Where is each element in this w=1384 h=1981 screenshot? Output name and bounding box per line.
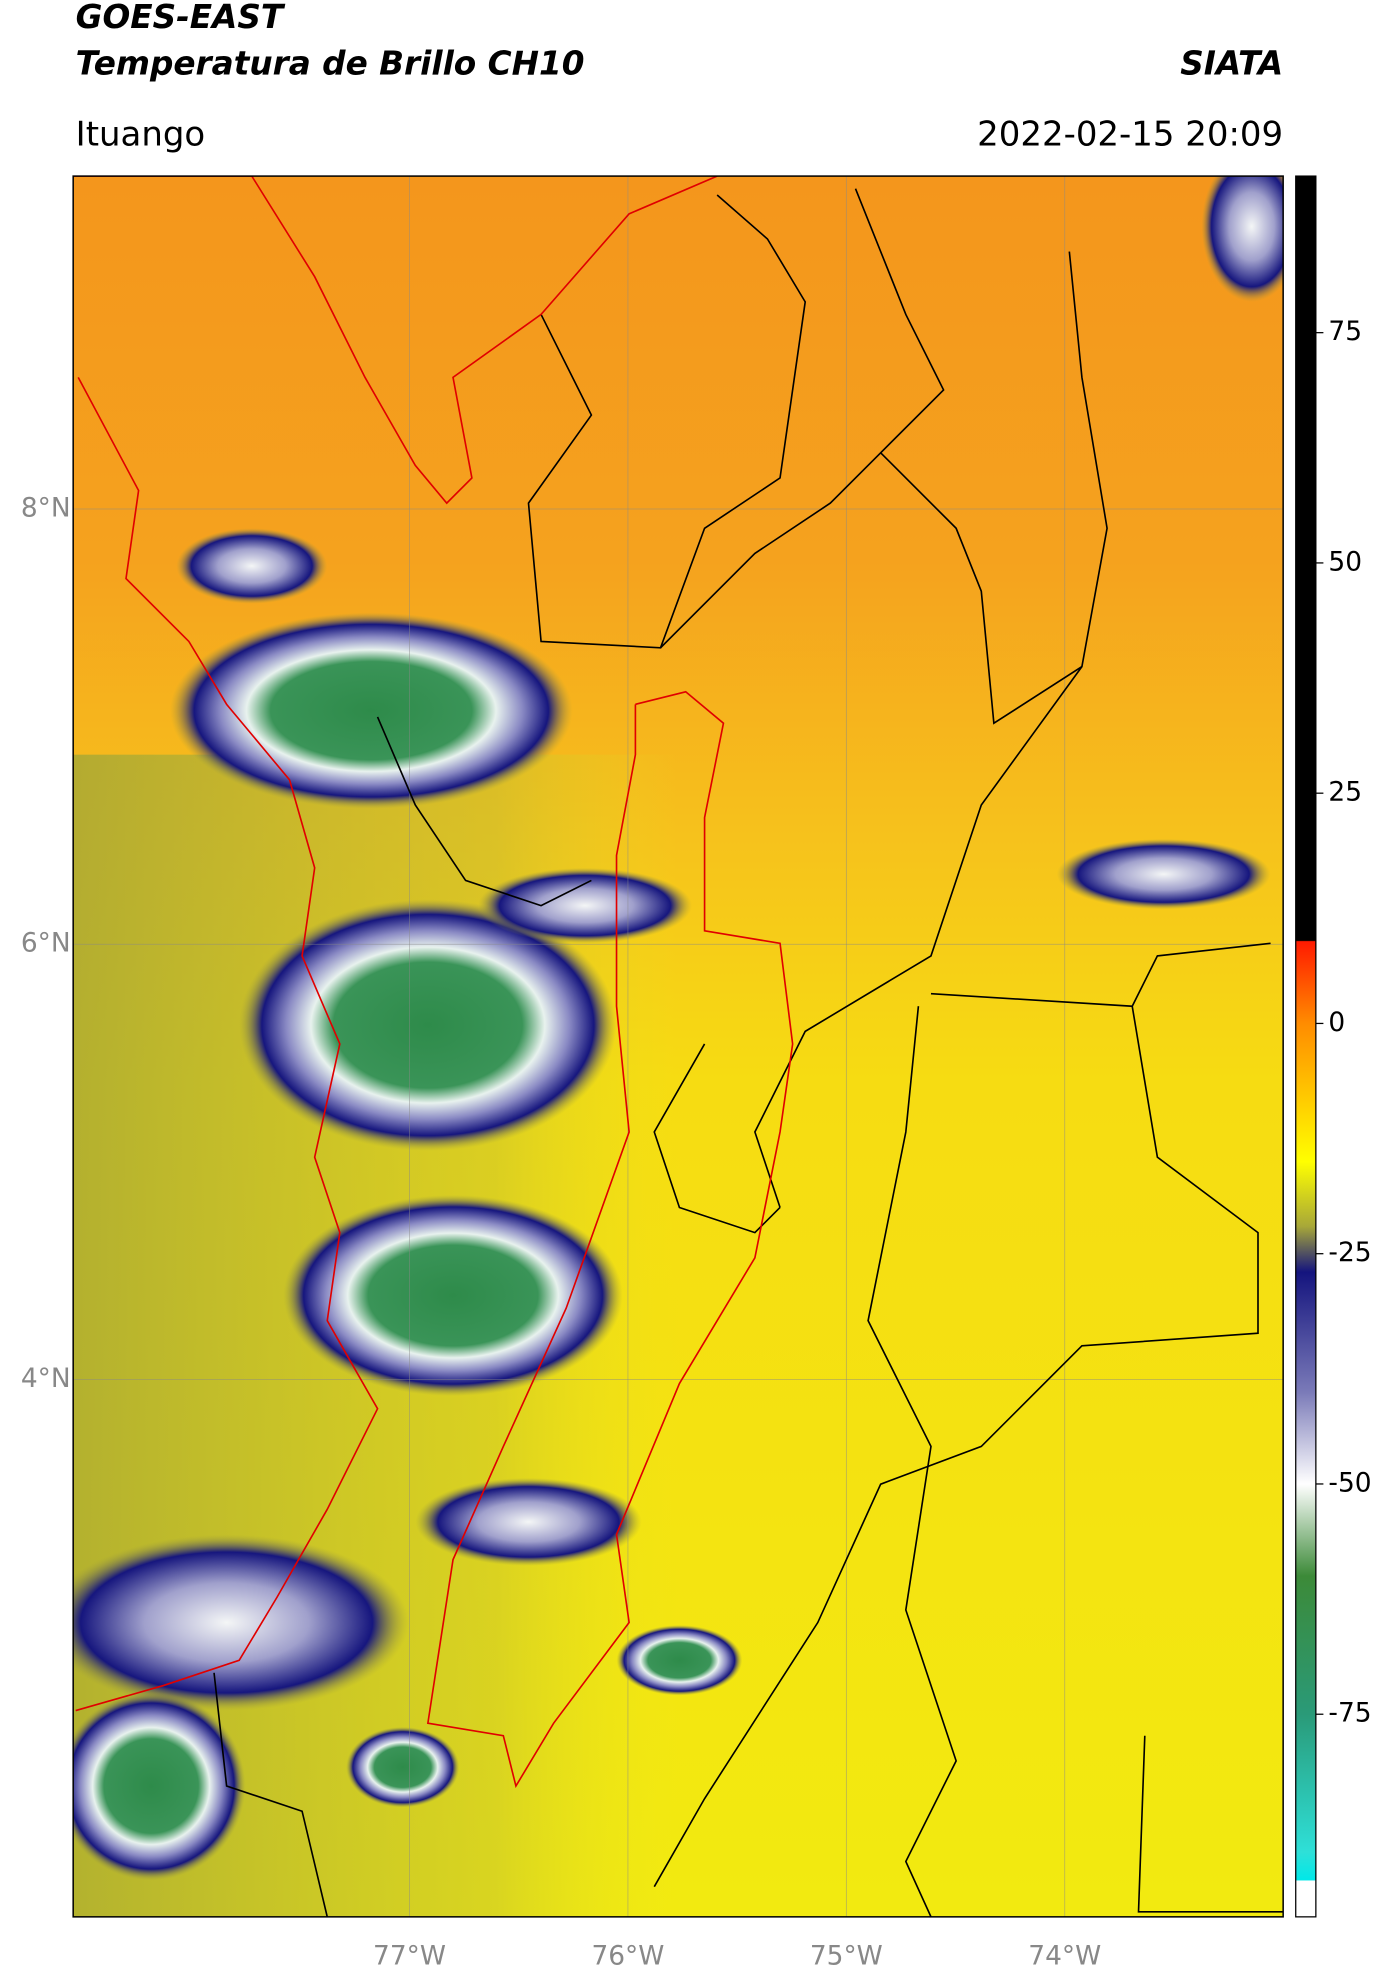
cloud xyxy=(73,1534,409,1711)
lon-label: 75°W xyxy=(810,1941,883,1972)
lat-label: 4°N xyxy=(21,1363,71,1394)
border xyxy=(653,1006,1259,1888)
border xyxy=(1137,1735,1284,1913)
borders xyxy=(213,188,1284,1917)
border xyxy=(930,942,1271,1008)
datetime: 2022-02-15 20:09 xyxy=(977,114,1283,154)
map-frame xyxy=(72,175,1284,1918)
coastline xyxy=(73,176,718,505)
border xyxy=(754,666,1083,1208)
lon-label: 76°W xyxy=(591,1941,664,1972)
coast-and-limits xyxy=(73,176,794,1789)
lat-label: 6°N xyxy=(21,928,71,959)
cloud xyxy=(283,1194,623,1397)
border xyxy=(213,1672,329,1917)
border xyxy=(376,716,592,907)
cloud xyxy=(73,1691,246,1881)
cloud xyxy=(478,867,692,944)
colorbar-tick-label: -75 xyxy=(1328,1698,1371,1729)
cloud xyxy=(176,528,328,604)
lon-label: 77°W xyxy=(373,1941,446,1972)
coastline xyxy=(75,376,379,1712)
grid xyxy=(73,176,1284,1917)
lat-label: 8°N xyxy=(21,493,71,524)
colorbar-tick-label: 50 xyxy=(1328,546,1362,577)
border xyxy=(867,1006,958,1917)
border xyxy=(653,1043,781,1234)
map xyxy=(73,176,1284,1917)
colorbar-tick-label: -25 xyxy=(1328,1237,1371,1268)
haze xyxy=(73,754,1284,1917)
cloud xyxy=(239,899,617,1151)
cloud xyxy=(415,1477,642,1566)
title: GOES-EAST xyxy=(76,0,286,36)
cloud xyxy=(170,612,573,809)
border xyxy=(880,251,1108,725)
cloud xyxy=(1201,176,1284,302)
watershed xyxy=(426,690,794,1789)
colorbar-tick-label: 0 xyxy=(1328,1007,1345,1038)
colorbar-tick-label: 25 xyxy=(1328,777,1362,808)
cloud xyxy=(346,1726,460,1808)
cloud xyxy=(616,1625,743,1696)
colorbar-tick-label: 75 xyxy=(1328,316,1362,347)
source: SIATA xyxy=(1180,44,1283,82)
location: Ituango xyxy=(76,114,206,154)
subtitle: Temperatura de Brillo CH10 xyxy=(76,44,585,82)
lon-label: 74°W xyxy=(1028,1941,1101,1972)
colorbar-tick-label: -50 xyxy=(1328,1467,1371,1498)
border xyxy=(527,194,807,649)
colorbar xyxy=(1295,175,1317,1918)
clouds xyxy=(73,176,1284,1881)
cloud xyxy=(1056,838,1271,910)
